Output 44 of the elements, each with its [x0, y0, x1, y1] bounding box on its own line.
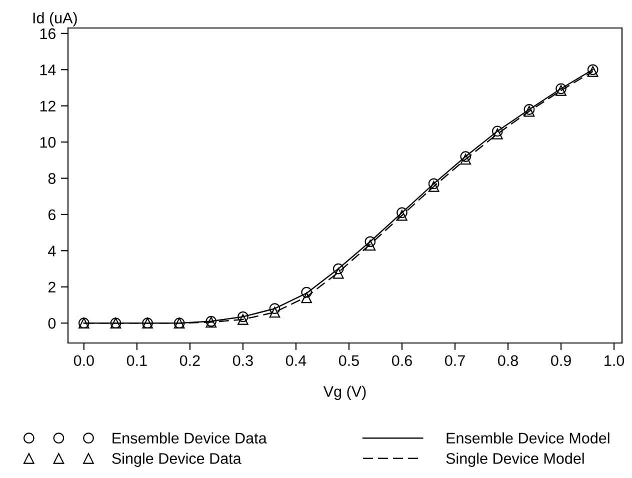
point [238, 314, 248, 325]
y-tick-label: 2 [48, 282, 56, 292]
x-axis-title: Vg (V) [323, 386, 366, 400]
point [364, 236, 376, 248]
x-tick-label: 0.9 [551, 355, 571, 366]
legend-label: Ensemble Device Model [446, 432, 610, 444]
y-tick-label: 0 [48, 318, 56, 329]
y-tick-label: 16 [40, 28, 56, 40]
x-tick-label: 0.0 [74, 355, 94, 366]
point [301, 292, 312, 304]
x-tick-label: 0.6 [392, 355, 412, 366]
x-tick-label: 1.0 [604, 355, 624, 366]
point [269, 303, 280, 314]
point [332, 268, 344, 279]
point [460, 151, 472, 162]
point [396, 210, 408, 221]
x-tick-label: 0.1 [126, 355, 147, 366]
point [460, 154, 472, 165]
y-tick-label: 6 [48, 209, 56, 220]
y-axis-title: Id (uA) [33, 12, 77, 26]
x-tick-label: 0.2 [180, 355, 200, 366]
legend-label: Single Device Data [112, 452, 242, 467]
point [301, 286, 312, 298]
point [492, 126, 503, 137]
point [428, 178, 440, 190]
point [396, 207, 408, 218]
point [238, 311, 248, 322]
x-tick-label: 0.7 [444, 355, 465, 366]
y-tick-label: 12 [40, 100, 56, 112]
y-tick-label: 4 [48, 246, 56, 256]
point [492, 128, 503, 140]
point [269, 306, 280, 318]
point [364, 240, 376, 251]
x-tick-label: 0.4 [286, 355, 306, 366]
legend-label: Single Device Model [446, 452, 584, 467]
y-tick-label: 8 [48, 173, 56, 184]
y-tick-label: 10 [40, 136, 56, 148]
legend-label: Ensemble Device Data [112, 432, 267, 444]
point [332, 263, 344, 274]
point [428, 180, 440, 192]
x-tick-label: 0.3 [232, 355, 253, 366]
y-tick-label: 14 [40, 64, 56, 76]
x-tick-label: 0.8 [498, 355, 518, 366]
x-tick-label: 0.5 [338, 355, 359, 366]
